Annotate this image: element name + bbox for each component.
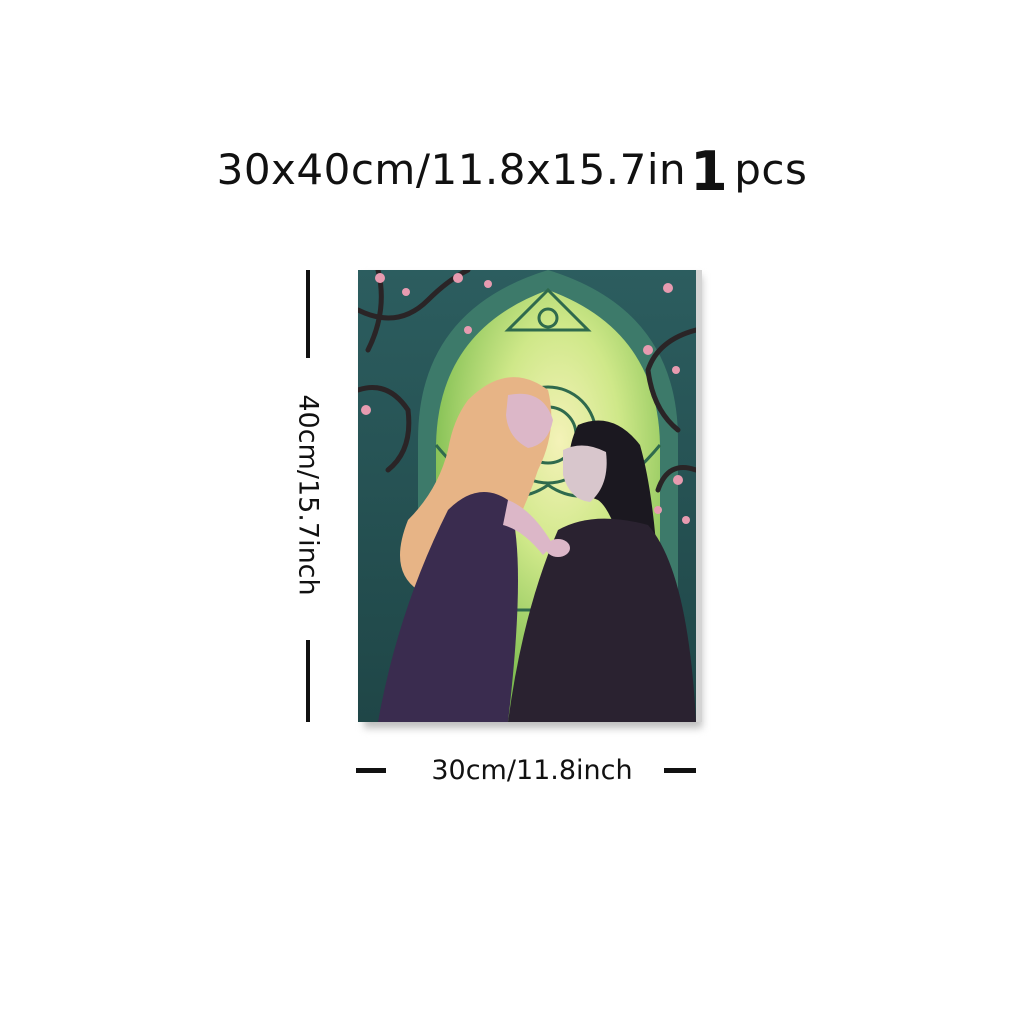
figure-blonde-face: [506, 393, 553, 448]
figure-dark-face: [563, 445, 607, 502]
figure-blonde-dress: [378, 492, 518, 722]
product-size-headline: 30x40cm/11.8x15.7in1 pcs: [0, 140, 1024, 203]
height-dimension-line-top: [306, 270, 310, 358]
quantity-text: 1: [690, 140, 729, 203]
canvas-artwork: [358, 270, 702, 722]
height-dimension-line-bottom: [306, 640, 310, 722]
figure-dark-robe: [508, 518, 696, 722]
size-text: 30x40cm/11.8x15.7in: [216, 145, 687, 194]
width-dimension-line-left: [356, 768, 386, 773]
figure-hand: [546, 539, 570, 557]
unit-text: pcs: [734, 145, 808, 194]
figure-blonde-arm: [503, 500, 553, 555]
height-label: 40cm/15.7inch: [292, 394, 324, 596]
width-dimension-line-right: [664, 768, 696, 773]
cherry-blossoms: [361, 273, 690, 524]
width-label: 30cm/11.8inch: [431, 755, 633, 786]
canvas-print: [358, 270, 702, 728]
artwork-illustration: [358, 270, 696, 722]
